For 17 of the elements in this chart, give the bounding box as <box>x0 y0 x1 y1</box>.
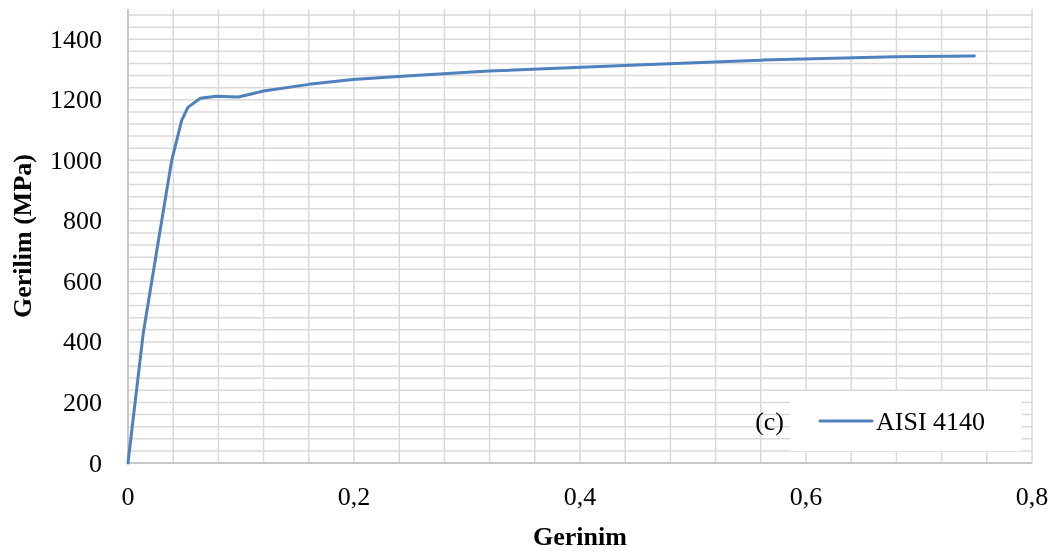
legend-label: AISI 4140 <box>876 406 986 436</box>
y-tick-label: 1400 <box>50 24 102 54</box>
y-tick-label: 0 <box>89 448 102 478</box>
y-tick-label: 600 <box>63 266 102 296</box>
x-tick-label: 0,8 <box>1015 482 1049 511</box>
x-tick-label: 0,4 <box>563 482 597 511</box>
x-tick-label: 0,6 <box>789 482 823 511</box>
x-tick-label: 0 <box>121 482 135 511</box>
y-tick-label: 1200 <box>50 85 102 115</box>
y-tick-label: 200 <box>63 387 102 417</box>
y-axis-title: Gerilim (MPa) <box>8 154 37 318</box>
y-tick-label: 1000 <box>50 145 102 175</box>
y-tick-label: 800 <box>63 206 102 236</box>
y-tick-label: 400 <box>63 327 102 357</box>
x-tick-label: 0,2 <box>337 482 371 511</box>
x-axis-title: Gerinim <box>533 522 628 551</box>
annotation: (c) <box>755 406 784 436</box>
